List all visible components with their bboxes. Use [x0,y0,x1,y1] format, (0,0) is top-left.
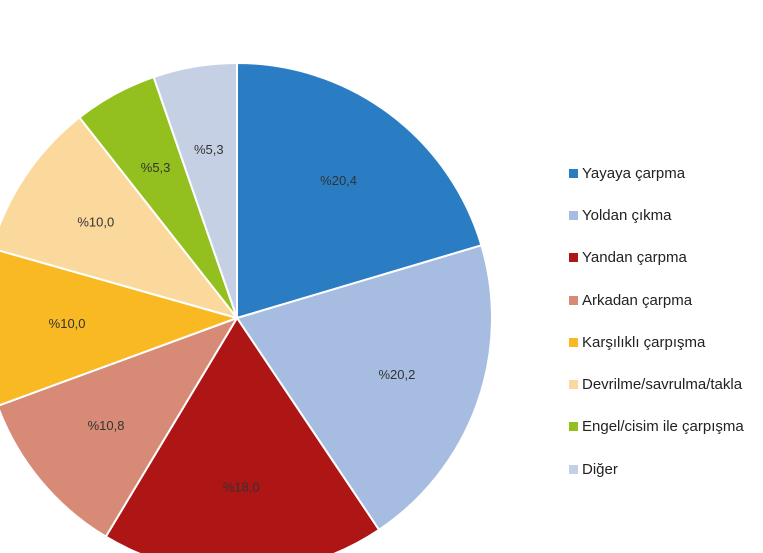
legend-item: Yandan çarpma [569,237,763,279]
legend-item: Diğer [569,448,763,490]
legend-swatch [569,295,578,305]
pie-slice [0,316,240,539]
slice-data-label: %10,0 [49,316,86,331]
legend: Yayaya çarpma Yoldan çıkma Yandan çarpma Ar… [569,152,763,490]
legend-swatch [569,422,578,432]
legend-item: Yoldan çıkma [569,194,763,236]
pie-slice [235,244,493,532]
legend-item: Karşılıklı çarpışma [569,321,763,363]
slice-data-label: %10,8 [88,418,125,433]
legend-item: Engel/cisim ile çarpışma [569,406,763,448]
legend-label: Diğer [582,460,618,478]
legend-item: Yayaya çarpma [569,152,763,194]
legend-label: Yandan çarpma [582,249,687,267]
legend-label: Engel/cisim ile çarpışma [582,418,744,436]
legend-swatch [569,464,578,474]
legend-swatch [569,337,578,347]
legend-item: Arkadan çarpma [569,279,763,321]
slice-data-label: %18,0 [223,479,260,494]
pie-slice [236,61,483,320]
legend-swatch [569,253,578,263]
pie-slice [0,249,241,407]
slice-data-label: %10,0 [77,215,114,230]
pie-slice [104,316,381,553]
pie-slice [152,61,238,319]
legend-label: Karşılıklı çarpışma [582,333,706,351]
legend-label: Yoldan çıkma [582,206,672,224]
slice-data-label: %5,3 [194,142,224,157]
legend-label: Yayaya çarpma [582,164,686,182]
legend-label: Arkadan çarpma [582,291,693,309]
pie-slice [0,116,240,320]
legend-swatch [569,168,578,178]
slice-data-label: %5,3 [141,160,171,175]
slice-data-label: %20,2 [378,367,415,382]
legend-label: Devrilme/savrulma/takla [582,376,743,394]
slice-data-label: %20,4 [320,173,357,188]
legend-swatch [569,210,578,220]
legend-item: Devrilme/savrulma/takla [569,363,763,405]
legend-swatch [569,380,578,390]
